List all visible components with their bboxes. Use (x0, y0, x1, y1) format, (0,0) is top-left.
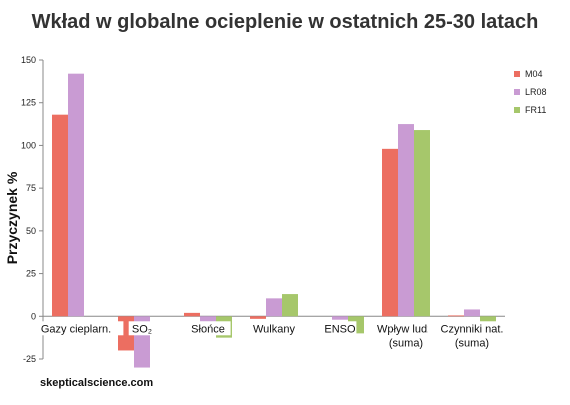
bar-m04-3 (250, 316, 266, 319)
bar-fr11-5 (414, 130, 430, 317)
legend-label-lr08: LR08 (525, 87, 547, 97)
x-tick-label-text: (suma) (389, 337, 423, 349)
x-tick-label-text: Wpływ ludzi (377, 323, 435, 335)
plot-area: 150 125 100 75 50 25 0 -25 Gazy cieplarn. SO₂ Słoń… (21, 55, 517, 368)
x-tick-label-bg (128, 321, 156, 336)
y-axis-label: Przyczynek % (4, 171, 20, 264)
legend-swatch-fr11 (514, 107, 520, 113)
y-tick-label: 125 (21, 98, 36, 108)
x-tick-label-text: ENSO (324, 323, 356, 335)
x-tick-label-bg (383, 335, 429, 350)
x-tick-label-bg (323, 321, 357, 336)
legend-label-fr11: FR11 (525, 105, 546, 115)
bar-m04-6 (448, 315, 464, 317)
bar-lr08-5 (398, 124, 414, 317)
x-tick-label-3: Wulkany (248, 321, 300, 336)
x-tick-label-text: Wulkany (253, 323, 295, 335)
bar-fr11-6 (480, 316, 496, 324)
bar-lr08-4 (332, 316, 348, 320)
x-tick-label-6: Czynniki nat. (suma) (427, 321, 517, 350)
bar-fr11-3 (282, 294, 298, 317)
x-tick-label-bg (28, 321, 124, 336)
x-tick-label-bg (248, 321, 300, 336)
y-tick-label: 100 (21, 140, 36, 150)
x-tick-label-bg (367, 321, 445, 336)
x-tick-label-1: SO₂ (128, 321, 156, 336)
x-tick-label-text: Słońce (191, 323, 225, 335)
x-tick-label-text: Gazy cieplarn. (41, 323, 111, 335)
legend-swatch-m04 (514, 71, 520, 77)
source-label: skepticalscience.com (40, 377, 153, 389)
y-tick-label: 25 (26, 269, 36, 279)
legend-label-m04: M04 (525, 69, 543, 79)
x-tick-label-text: SO₂ (132, 323, 152, 335)
y-tick-label: 50 (26, 226, 36, 236)
x-tick-label-2: Słońce (185, 321, 231, 336)
bar-lr08-3 (266, 298, 282, 317)
x-tick-label-bg (185, 321, 231, 336)
legend-swatch-lr08 (514, 89, 520, 95)
x-tick-label-5: Wpływ ludzi (suma) (367, 321, 445, 350)
y-tick-label: -25 (23, 354, 36, 364)
x-tick-label-4: ENSO (323, 321, 357, 336)
bar-lr08-6 (464, 309, 480, 317)
bar-lr08-0 (68, 73, 84, 317)
x-tick-label-bg (449, 335, 495, 350)
x-tick-label-bg (427, 321, 517, 336)
x-tick-label-text: (suma) (455, 337, 489, 349)
x-tick-label-text: Czynniki nat. (441, 323, 504, 335)
bar-lr08-2 (200, 316, 216, 322)
x-tick-label-0: Gazy cieplarn. (28, 321, 124, 336)
chart-title: Wkład w globalne ocieplenie w ostatnich … (32, 11, 539, 33)
y-tick-label: 75 (26, 183, 36, 193)
y-tick-label: 0 (31, 311, 36, 321)
bar-m04-0 (52, 114, 68, 317)
legend: M04 LR08 FR11 (514, 69, 547, 115)
y-tick-label: 150 (21, 55, 36, 65)
bar-m04-2 (184, 312, 200, 317)
bar-m04-5 (382, 148, 398, 317)
